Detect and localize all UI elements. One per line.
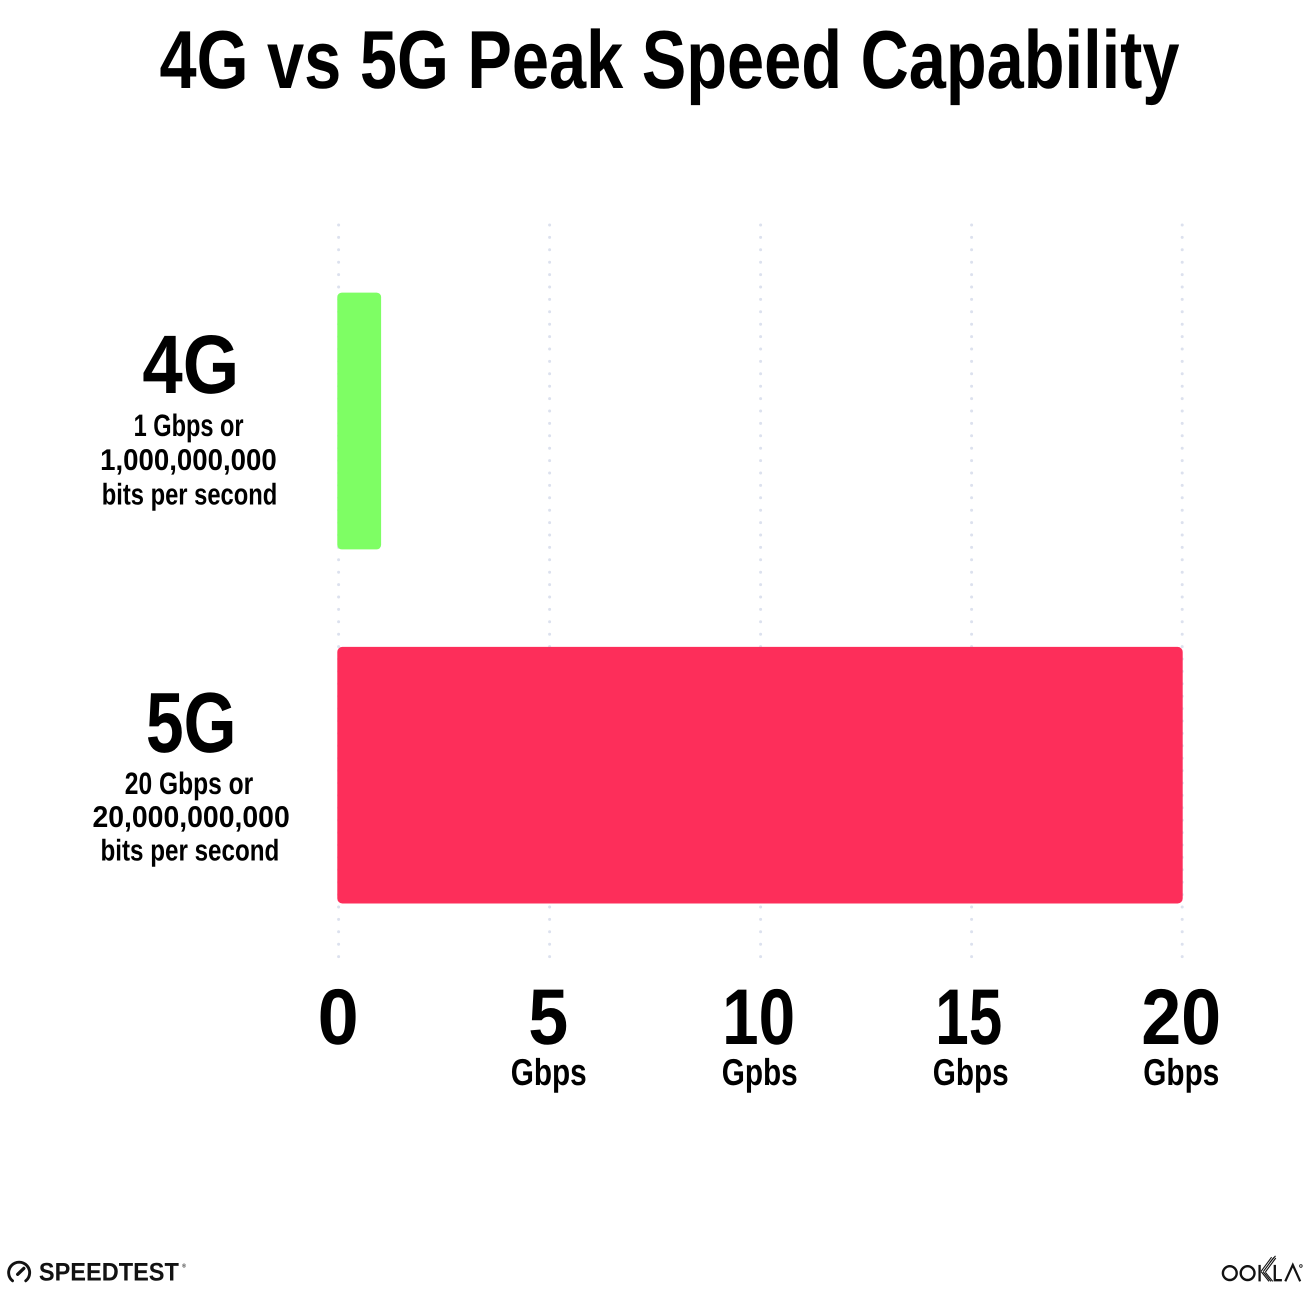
svg-text:4G: 4G (142, 318, 239, 411)
svg-text:1 Gbps or: 1 Gbps or (134, 408, 244, 443)
svg-text:Gbps: Gbps (933, 1051, 1009, 1093)
svg-text:bits per second: bits per second (100, 835, 279, 868)
svg-text:5G: 5G (146, 676, 237, 771)
svg-text:15: 15 (935, 972, 1002, 1061)
svg-text:®: ® (182, 1264, 187, 1270)
svg-text:20: 20 (1141, 972, 1221, 1061)
svg-text:4G vs 5G Peak Speed Capability: 4G vs 5G Peak Speed Capability (160, 14, 1180, 106)
svg-text:Gpbs: Gpbs (722, 1051, 798, 1093)
svg-text:0: 0 (318, 972, 359, 1061)
svg-text:Gbps: Gbps (1143, 1051, 1219, 1093)
svg-text:Gbps: Gbps (511, 1051, 587, 1093)
svg-text:SPEEDTEST: SPEEDTEST (39, 1258, 179, 1286)
svg-text:1,000,000,000: 1,000,000,000 (100, 444, 277, 477)
svg-text:5: 5 (528, 972, 568, 1061)
svg-text:bits per second: bits per second (102, 479, 278, 512)
svg-text:20 Gbps or: 20 Gbps or (125, 766, 253, 801)
svg-text:20,000,000,000: 20,000,000,000 (92, 801, 289, 834)
svg-text:10: 10 (722, 972, 795, 1061)
